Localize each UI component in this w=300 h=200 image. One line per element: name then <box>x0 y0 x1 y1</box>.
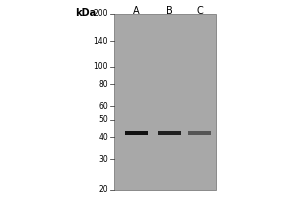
Bar <box>125 131 148 135</box>
Text: 50: 50 <box>98 115 108 124</box>
Text: C: C <box>196 6 203 16</box>
Bar <box>158 131 181 135</box>
Text: 40: 40 <box>98 133 108 142</box>
Text: B: B <box>166 6 173 16</box>
Text: 140: 140 <box>94 37 108 46</box>
Text: 30: 30 <box>98 155 108 164</box>
Text: 100: 100 <box>94 62 108 71</box>
Bar <box>114 14 216 190</box>
Text: 20: 20 <box>98 186 108 194</box>
Text: A: A <box>133 6 140 16</box>
Text: 80: 80 <box>98 80 108 89</box>
Text: 60: 60 <box>98 102 108 111</box>
Text: kDa: kDa <box>75 8 96 18</box>
Bar <box>188 131 211 135</box>
Text: 200: 200 <box>94 9 108 19</box>
